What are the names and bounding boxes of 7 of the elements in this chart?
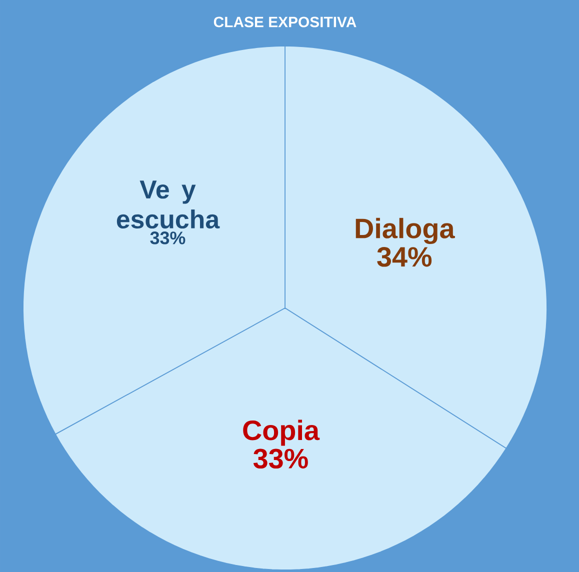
data-label: 34% — [377, 247, 432, 267]
data-label: 33% — [253, 448, 308, 469]
chart-title: CLASE EXPOSITIVA — [214, 16, 356, 28]
slice-label: Ve y escucha — [116, 180, 220, 229]
data-label: 33% — [150, 232, 186, 244]
slice-label: Copia — [243, 420, 320, 446]
slice-label: Dialoga — [356, 218, 455, 244]
